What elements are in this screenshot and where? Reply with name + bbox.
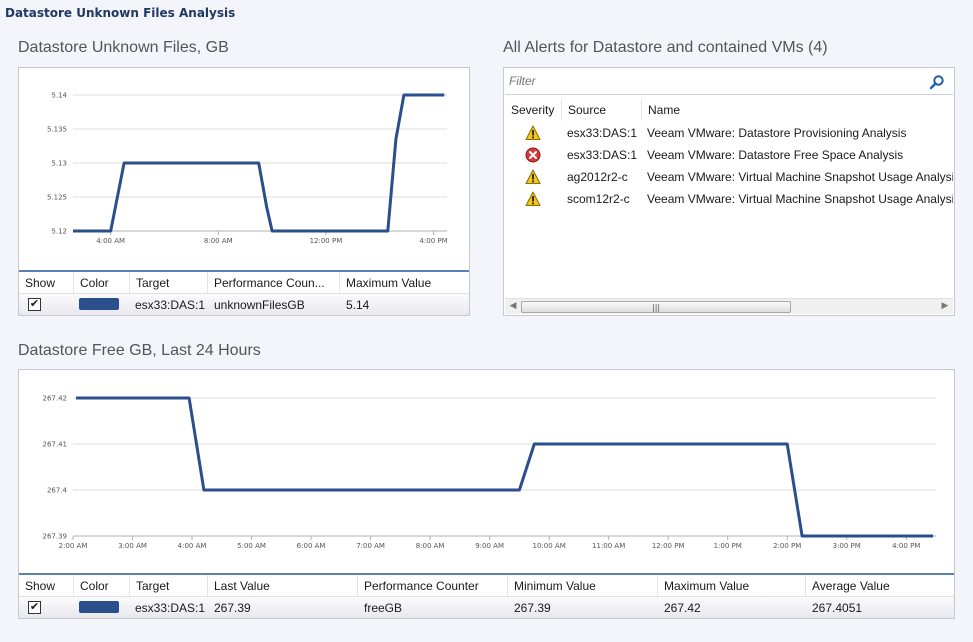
x-tick-label: 3:00 AM bbox=[118, 542, 147, 550]
warning-icon bbox=[525, 191, 541, 206]
series-line[interactable] bbox=[76, 396, 933, 538]
legend-header-color[interactable]: Color bbox=[73, 272, 129, 294]
legend-avg: 267.4051 bbox=[812, 601, 863, 615]
alerts-header: Severity Source Name bbox=[505, 99, 953, 121]
alerts-title: All Alerts for Datastore and contained V… bbox=[503, 39, 828, 56]
alert-source: esx33:DAS:1 bbox=[567, 126, 638, 140]
alert-row[interactable]: scom12r2-c Veeam VMware: Virtual Machine … bbox=[505, 188, 953, 210]
alert-row[interactable]: esx33:DAS:1 Veeam VMware: Datastore Free … bbox=[505, 144, 953, 166]
series-line[interactable] bbox=[73, 93, 445, 233]
legend-row[interactable]: ✔ esx33:DAS:1 267.39 freeGB 267.39 267.4… bbox=[19, 597, 954, 618]
legend-header-color[interactable]: Color bbox=[73, 575, 129, 597]
y-tick-label: 5.125 bbox=[47, 194, 67, 202]
legend-header-counter[interactable]: Performance Coun... bbox=[207, 272, 339, 294]
chart2-panel: 267.39 267.4 267.41 267.42 2:00 AM 3:00 AM 4:0… bbox=[18, 369, 955, 619]
alert-row[interactable]: esx33:DAS:1 Veeam VMware: Datastore Provi… bbox=[505, 122, 953, 144]
legend-counter: unknownFilesGB bbox=[214, 298, 305, 312]
y-tick-label: 5.13 bbox=[51, 160, 67, 168]
x-tick-label: 1:00 PM bbox=[714, 542, 742, 550]
legend-header-max[interactable]: Maximum Value bbox=[657, 575, 805, 597]
legend-header-counter[interactable]: Performance Counter bbox=[357, 575, 507, 597]
chart2-legend: Show Color Target Last Value Performance… bbox=[19, 573, 954, 618]
alert-row[interactable]: ag2012r2-c Veeam VMware: Virtual Machine … bbox=[505, 166, 953, 188]
legend-header-show[interactable]: Show bbox=[25, 276, 56, 290]
x-tick-label: 4:00 PM bbox=[419, 237, 447, 245]
alert-name: Veeam VMware: Virtual Machine Snapshot U… bbox=[647, 192, 953, 206]
col-source[interactable]: Source bbox=[561, 99, 641, 121]
alert-source: scom12r2-c bbox=[567, 192, 630, 206]
critical-icon bbox=[525, 147, 541, 163]
col-severity[interactable]: Severity bbox=[511, 103, 555, 117]
x-tick-label: 6:00 AM bbox=[297, 542, 326, 550]
alert-name: Veeam VMware: Datastore Provisioning Ana… bbox=[647, 126, 907, 140]
col-name[interactable]: Name bbox=[641, 99, 953, 121]
legend-header-max[interactable]: Maximum Value bbox=[339, 272, 469, 294]
unknown-files-chart: 5.12 5.125 5.13 5.135 5.14 4:00 AM 8:00 AM 12:0… bbox=[47, 92, 448, 246]
y-tick-label: 5.135 bbox=[47, 126, 67, 134]
chart2-title: Datastore Free GB, Last 24 Hours bbox=[18, 342, 261, 359]
scroll-right-icon[interactable]: ▶ bbox=[941, 301, 949, 311]
x-tick-label: 3:00 PM bbox=[833, 542, 861, 550]
warning-icon bbox=[525, 169, 541, 184]
alert-source: ag2012r2-c bbox=[567, 170, 628, 184]
x-tick-label: 9:00 AM bbox=[475, 542, 504, 550]
legend-header-target[interactable]: Target bbox=[129, 575, 207, 597]
legend-header-min[interactable]: Minimum Value bbox=[507, 575, 657, 597]
show-checkbox[interactable]: ✔ bbox=[28, 601, 41, 614]
legend-header-show[interactable]: Show bbox=[25, 579, 56, 593]
alert-source: esx33:DAS:1 bbox=[567, 148, 638, 162]
legend-min: 267.39 bbox=[514, 601, 551, 615]
color-swatch[interactable] bbox=[79, 298, 119, 310]
y-tick-label: 5.14 bbox=[51, 92, 67, 100]
x-tick-label: 7:00 AM bbox=[356, 542, 385, 550]
x-tick-label: 8:00 AM bbox=[204, 237, 233, 245]
y-tick-label: 267.39 bbox=[43, 533, 68, 541]
legend-max: 5.14 bbox=[346, 298, 370, 312]
scroll-thumb[interactable]: ||| bbox=[521, 301, 791, 313]
legend-target: esx33:DAS:1 bbox=[135, 298, 206, 312]
x-tick-label: 8:00 AM bbox=[416, 542, 445, 550]
chart1-panel: 5.12 5.125 5.13 5.135 5.14 4:00 AM 8:00 AM 12:0… bbox=[18, 67, 470, 316]
scroll-left-icon[interactable]: ◀ bbox=[509, 301, 517, 311]
x-tick-label: 2:00 PM bbox=[773, 542, 801, 550]
show-checkbox[interactable]: ✔ bbox=[28, 298, 41, 311]
legend-header-avg[interactable]: Average Value bbox=[805, 575, 954, 597]
legend-counter: freeGB bbox=[364, 601, 403, 615]
x-tick-label: 5:00 AM bbox=[237, 542, 266, 550]
x-tick-label: 4:00 PM bbox=[892, 542, 920, 550]
alert-name: Veeam VMware: Datastore Free Space Analy… bbox=[647, 148, 904, 162]
page-title: Datastore Unknown Files Analysis bbox=[5, 6, 236, 20]
legend-max: 267.42 bbox=[664, 601, 701, 615]
y-tick-label: 5.12 bbox=[51, 228, 67, 236]
x-tick-label: 4:00 AM bbox=[178, 542, 207, 550]
x-tick-label: 10:00 AM bbox=[533, 542, 566, 550]
warning-icon bbox=[525, 125, 541, 140]
legend-row[interactable]: ✔ esx33:DAS:1 unknownFilesGB 5.14 bbox=[19, 294, 469, 315]
horizontal-scrollbar[interactable]: ◀ ||| ▶ bbox=[505, 298, 953, 314]
legend-last: 267.39 bbox=[214, 601, 251, 615]
color-swatch[interactable] bbox=[79, 601, 119, 613]
chart1-title: Datastore Unknown Files, GB bbox=[18, 39, 229, 56]
legend-header-last[interactable]: Last Value bbox=[207, 575, 357, 597]
free-gb-chart: 267.39 267.4 267.41 267.42 2:00 AM 3:00 AM 4:0… bbox=[43, 395, 936, 550]
x-tick-label: 12:00 PM bbox=[310, 237, 343, 245]
alert-name: Veeam VMware: Virtual Machine Snapshot U… bbox=[647, 170, 953, 184]
chart1-legend: Show Color Target Performance Coun... Ma… bbox=[19, 270, 469, 315]
x-tick-label: 11:00 AM bbox=[592, 542, 625, 550]
y-tick-label: 267.4 bbox=[47, 487, 68, 495]
filter-input[interactable] bbox=[505, 69, 885, 93]
y-tick-label: 267.42 bbox=[43, 395, 68, 403]
legend-header-target[interactable]: Target bbox=[129, 272, 207, 294]
x-tick-label: 2:00 AM bbox=[59, 542, 88, 550]
x-tick-label: 12:00 PM bbox=[652, 542, 685, 550]
alerts-panel: Severity Source Name esx33:DAS:1 Veeam VM… bbox=[503, 67, 955, 316]
filter-bar bbox=[505, 69, 953, 95]
x-tick-label: 4:00 AM bbox=[96, 237, 125, 245]
search-icon[interactable] bbox=[929, 74, 945, 90]
legend-target: esx33:DAS:1 bbox=[135, 601, 206, 615]
y-tick-label: 267.41 bbox=[43, 441, 68, 449]
